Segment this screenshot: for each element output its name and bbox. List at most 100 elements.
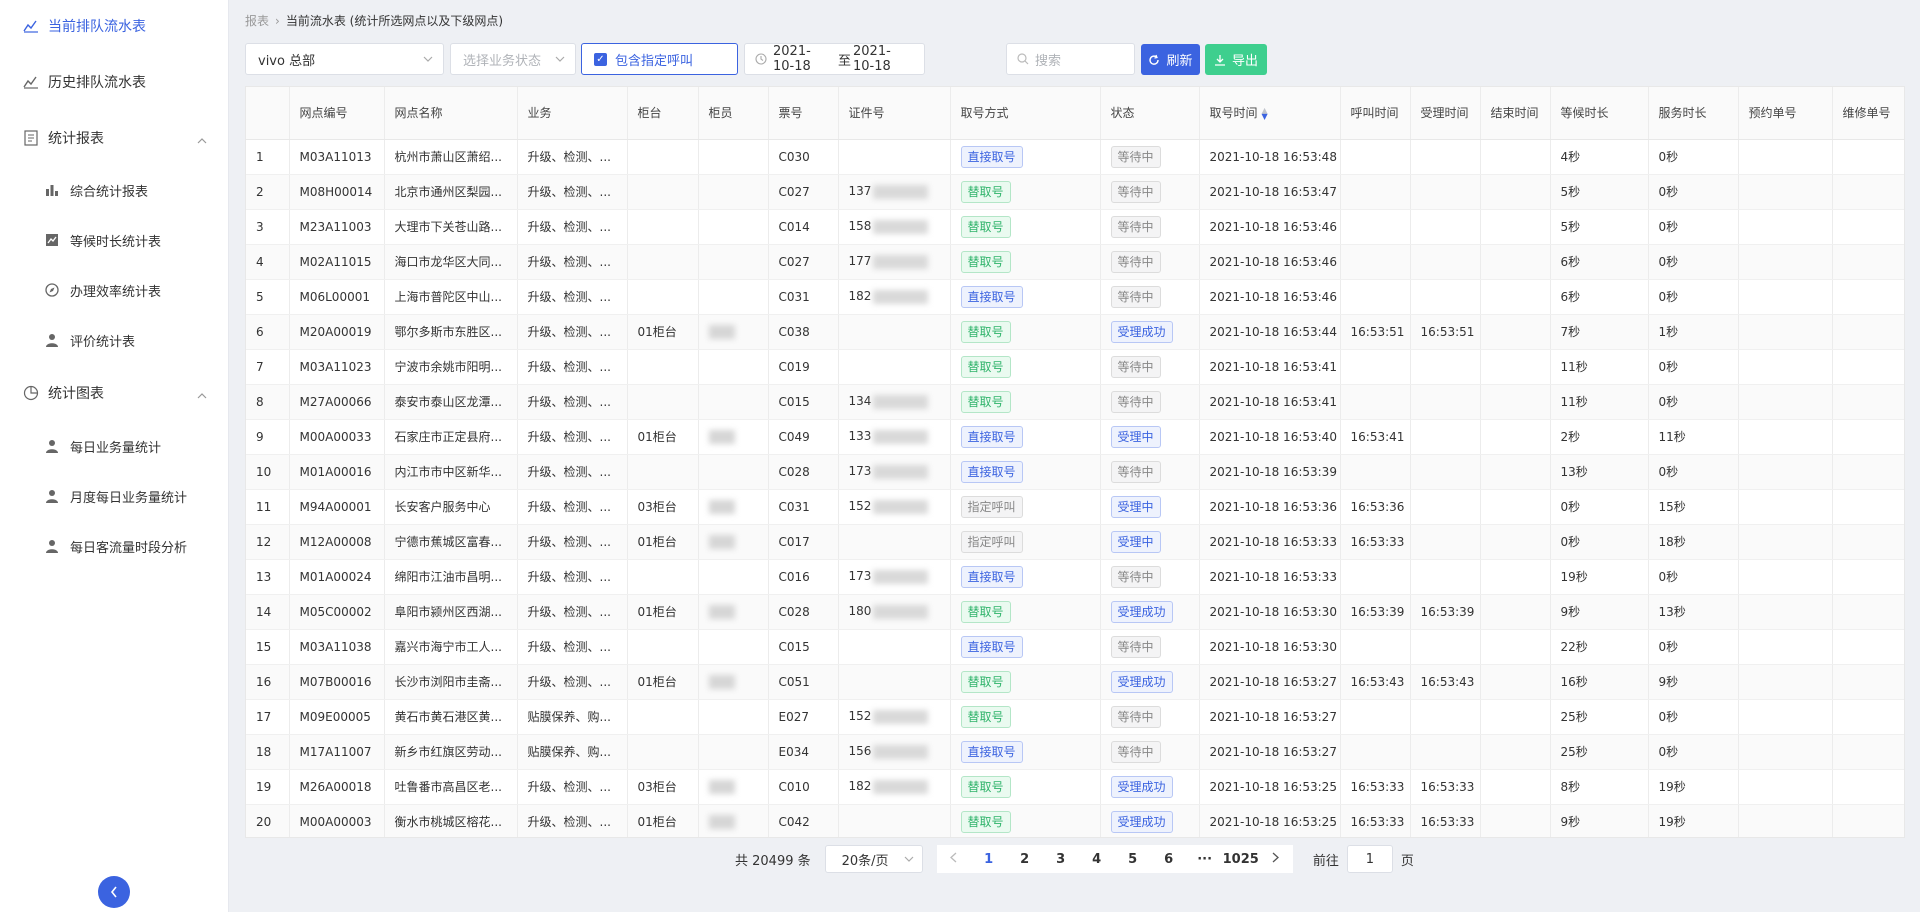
table-row[interactable]: 3 M23A11003 大理市下关苍山路... 升级、检测、... C014 158 替取号… [246, 209, 1904, 245]
table-cell: 01柜台 [627, 419, 699, 455]
menu-rating-report[interactable]: 评价统计表 [0, 320, 229, 360]
table-row[interactable]: 1 M03A11013 杭州市萧山区萧绍... 升级、检测、... C030 直接取号 等待… [246, 139, 1904, 175]
page-ellipsis[interactable]: ··· [1186, 845, 1223, 873]
table-row[interactable]: 14 M05C00002 阜阳市颍州区西湖... 升级、检测、... 01柜台 C028 1… [246, 594, 1904, 630]
refresh-button[interactable]: 刷新 [1141, 44, 1200, 75]
cell-text: 0秒 [1658, 150, 1679, 164]
table-cell [1832, 279, 1904, 315]
page-size-select[interactable]: 20条/页 [824, 845, 923, 873]
table-row[interactable]: 11 M94A00001 长安客户服务中心 升级、检测、... 03柜台 C031 152 指… [246, 489, 1904, 525]
table-cell [1480, 139, 1551, 175]
chevron-down-icon [555, 54, 565, 65]
table-row[interactable]: 4 M02A11015 海口市龙华区大同... 升级、检测、... C027 177 替取号… [246, 244, 1904, 280]
page-number-button[interactable]: 3 [1042, 845, 1079, 873]
table-cell: 受理成功 [1100, 594, 1200, 630]
table-row[interactable]: 5 M06L00001 上海市普陀区中山... 升级、检测、... C031 182 直接取… [246, 279, 1904, 315]
table-cell [1340, 384, 1411, 420]
table-row[interactable]: 10 M01A00016 内江市市中区新华... 升级、检测、... C028 173 直接… [246, 454, 1904, 490]
page-number-button[interactable]: 1025 [1222, 845, 1259, 873]
breadcrumb-root[interactable]: 报表 [245, 14, 270, 28]
checkbox-checked-icon: ✓ [594, 52, 607, 66]
table-cell: 5秒 [1550, 209, 1649, 245]
goto-page-input[interactable]: 1 [1346, 845, 1393, 873]
menu-history-queue[interactable]: 历史排队流水表 [0, 62, 229, 102]
cell-text: 2021-10-18 16:53:44 [1209, 324, 1337, 339]
table-cell: 0秒 [1648, 349, 1739, 385]
table-cell: 0秒 [1648, 139, 1739, 175]
page-number-button[interactable]: 4 [1078, 845, 1115, 873]
table-cell: 升级、检测、... [517, 804, 628, 837]
export-button[interactable]: 导出 [1205, 44, 1267, 75]
table-row[interactable]: 2 M08H00014 北京市通州区梨园... 升级、检测、... C027 137 替取号… [246, 174, 1904, 210]
page-number-button[interactable]: 1 [970, 845, 1007, 873]
cell-text: 2021-10-18 16:53:46 [1209, 254, 1337, 269]
chevron-up-icon [197, 132, 207, 148]
org-select[interactable]: vivo 总部 [245, 43, 444, 75]
table-cell: 6 [246, 314, 290, 350]
table-row[interactable]: 13 M01A00024 绵阳市江油市昌明... 升级、检测、... C016 173 直接… [246, 559, 1904, 595]
table-row[interactable]: 9 M00A00033 石家庄市正定县府... 升级、检测、... 01柜台 C049 13… [246, 419, 1904, 455]
table-cell: 替取号 [950, 769, 1101, 805]
menu-wait-time-report[interactable]: 等候时长统计表 [0, 220, 229, 260]
menu-comprehensive-report[interactable]: 综合统计报表 [0, 170, 229, 210]
status-badge: 等待中 [1110, 460, 1161, 483]
table-cell [1480, 489, 1551, 525]
table-cell: M02A11015 [289, 244, 385, 280]
next-page-button[interactable] [1258, 845, 1293, 873]
cell-text: M01A00024 [299, 569, 372, 584]
column-header[interactable]: 取号时间 ▲ ▼ [1199, 87, 1341, 140]
include-call-label: 包含指定呼叫 [615, 53, 694, 69]
table-cell [1832, 419, 1904, 455]
table-row[interactable]: 16 M07B00016 长沙市浏阳市圭斋... 升级、检测、... 01柜台 C051 替… [246, 664, 1904, 700]
table-cell [1738, 664, 1833, 700]
table-row[interactable]: 17 M09E00005 黄石市黄石港区黄... 贴膜保养、购... E027 152 替取… [246, 699, 1904, 735]
cell-text: 升级、检测、... [527, 325, 611, 339]
menu-stat-charts[interactable]: 统计图表 [0, 373, 229, 413]
table-cell: 134 [838, 384, 951, 420]
table-cell: 石家庄市正定县府... [384, 419, 518, 455]
sort-icon[interactable]: ▲ ▼ [1261, 105, 1268, 121]
search-input[interactable]: 搜索 [1006, 43, 1135, 75]
table-row[interactable]: 6 M20A00019 鄂尔多斯市东胜区... 升级、检测、... 01柜台 C038 替取… [246, 314, 1904, 350]
id-number-prefix: 133 [848, 429, 872, 444]
prev-page-button[interactable] [936, 845, 971, 873]
menu-monthly-volume[interactable]: 月度每日业务量统计 [0, 476, 229, 516]
cell-text: 2021-10-18 16:53:25 [1209, 814, 1337, 829]
breadcrumb-current: 当前流水表 (统计所选网点以及下级网点) [285, 14, 504, 28]
page-number-button[interactable]: 6 [1150, 845, 1187, 873]
date-end[interactable]: 2021-10-18 [853, 44, 891, 74]
cell-text: 7 [256, 359, 264, 374]
table-row[interactable]: 19 M26A00018 吐鲁番市高昌区老... 升级、检测、... 03柜台 C010 1… [246, 769, 1904, 805]
table-row[interactable]: 20 M00A00003 衡水市桃城区榕花... 升级、检测、... 01柜台 C042 替… [246, 804, 1904, 837]
table-cell: 替取号 [950, 209, 1101, 245]
table-cell: 替取号 [950, 244, 1101, 280]
menu-current-queue[interactable]: 当前排队流水表 [0, 6, 229, 46]
status-badge: 受理成功 [1110, 670, 1173, 693]
date-start[interactable]: 2021-10-18 [773, 44, 811, 74]
status-select[interactable]: 选择业务状态 [450, 43, 576, 75]
table-cell: 直接取号 [950, 629, 1101, 665]
cell-text: 升级、检测、... [527, 185, 611, 199]
table-row[interactable]: 12 M12A00008 宁德市蕉城区富春... 升级、检测、... 01柜台 C017 指… [246, 524, 1904, 560]
table-row[interactable]: 7 M03A11023 宁波市余姚市阳明... 升级、检测、... C019 替取号 等待中… [246, 349, 1904, 385]
page-number-button[interactable]: 5 [1114, 845, 1151, 873]
table-cell: 受理成功 [1100, 804, 1200, 837]
column-header-label: 维修单号 [1842, 106, 1891, 121]
menu-stat-reports[interactable]: 统计报表 [0, 118, 229, 158]
menu-traffic-analysis[interactable]: 每日客流量时段分析 [0, 526, 229, 566]
sidebar-collapse-button[interactable] [98, 876, 130, 908]
cell-text: C010 [778, 779, 810, 794]
table-row[interactable]: 18 M17A11007 新乡市红旗区劳动... 贴膜保养、购... E034 156 直接… [246, 734, 1904, 770]
page-number-button[interactable]: 2 [1006, 845, 1043, 873]
menu-efficiency-report[interactable]: 办理效率统计表 [0, 270, 229, 310]
table-row[interactable]: 8 M27A00066 泰安市泰山区龙潭... 升级、检测、... C015 134 替取号… [246, 384, 1904, 420]
table-cell: 2021-10-18 16:53:27 [1199, 664, 1341, 700]
refresh-icon [1148, 54, 1160, 66]
menu-daily-volume[interactable]: 每日业务量统计 [0, 426, 229, 466]
column-header: 网点名称 [384, 87, 518, 140]
include-call-checkbox[interactable]: ✓ 包含指定呼叫 [581, 43, 738, 75]
date-range-picker[interactable]: 2021-10-18 至 2021-10-18 [744, 43, 925, 75]
table-row[interactable]: 15 M03A11038 嘉兴市海宁市工人... 升级、检测、... C015 直接取号 等… [246, 629, 1904, 665]
table-cell: 升级、检测、... [517, 174, 628, 210]
cell-text: 03柜台 [637, 780, 677, 794]
